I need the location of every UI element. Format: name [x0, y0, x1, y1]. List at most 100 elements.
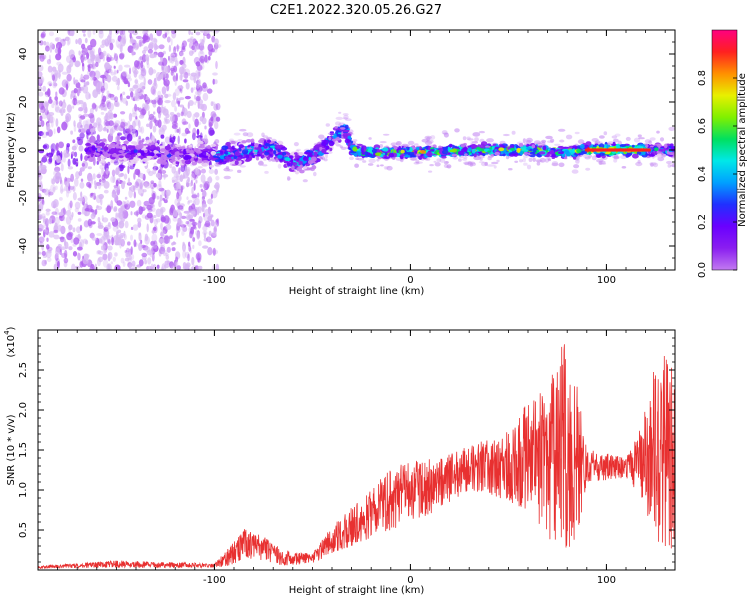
spectrogram-cell	[176, 98, 181, 104]
spectrogram-cell	[215, 103, 221, 111]
spectrogram-cell	[202, 245, 209, 249]
spectrogram-cell	[204, 208, 211, 217]
spectrogram-cell	[247, 145, 251, 148]
spectrogram-cell	[215, 60, 218, 70]
spectrogram-cell	[621, 166, 627, 169]
spectrogram-cell	[282, 151, 287, 156]
spectrogram-cell	[65, 113, 72, 122]
spectrogram-cell	[108, 238, 111, 245]
spectrogram-cell	[379, 141, 387, 144]
spectrogram-cell	[204, 54, 208, 63]
spectrogram-cell	[112, 175, 115, 183]
spectrogram-cell	[258, 148, 263, 153]
spectrogram-cell	[211, 35, 216, 43]
spectrogram-cell	[72, 139, 76, 144]
spectrogram-cell	[574, 131, 580, 135]
spectrogram-cell	[106, 56, 111, 63]
spectrogram-cell	[657, 150, 662, 154]
spectrogram-cell	[207, 247, 213, 256]
spectrogram-cell	[38, 251, 42, 255]
spectrogram-cell	[214, 139, 220, 144]
spectrogram-cell	[230, 140, 236, 145]
spectrogram-cell	[102, 127, 108, 132]
spectrogram-cell	[526, 164, 532, 170]
spectrogram-cell	[88, 157, 95, 162]
spectrogram-cell	[54, 69, 58, 77]
spectrogram-cell	[114, 53, 118, 62]
spectrogram-cell	[159, 194, 163, 202]
spectrogram-cell	[138, 135, 141, 140]
spectrogram-cell	[152, 192, 156, 200]
spectrogram-cell	[284, 157, 292, 162]
spectrogram-cell	[156, 106, 162, 114]
spectrogram-cell	[89, 107, 94, 115]
spectrogram-cell	[45, 45, 50, 52]
spectrogram-cell	[133, 211, 140, 216]
spectrogram-cell	[115, 167, 120, 176]
spectrogram-cell	[134, 95, 141, 102]
spectrogram-cell	[615, 143, 621, 149]
spectrogram-cell	[72, 185, 76, 192]
spectrogram-cell	[149, 214, 154, 224]
spectrogram-cell	[133, 70, 138, 78]
spectrogram-cell	[84, 208, 90, 212]
spectrogram-cell	[201, 163, 209, 167]
spectrogram-cell	[115, 140, 121, 145]
spectrogram-cell	[148, 113, 155, 121]
spectrogram-cell	[82, 238, 88, 244]
y-tick-label: 2.5	[18, 362, 29, 378]
spectrogram-cell	[186, 196, 189, 200]
spectrogram-cell	[61, 121, 68, 131]
spectrogram-cell	[311, 165, 317, 170]
spectrogram-cell	[131, 48, 135, 57]
spectrogram-cell	[42, 215, 46, 223]
spectrogram-cell	[215, 175, 220, 181]
spectrogram-cell	[99, 142, 106, 147]
spectrogram-cell	[102, 95, 107, 103]
spectrogram-cell	[441, 155, 447, 159]
spectrogram-cell	[164, 93, 169, 99]
spectrogram-cell	[207, 198, 213, 205]
spectrogram-cell	[335, 138, 341, 141]
spectrogram-cell	[147, 208, 153, 212]
spectrogram-cell	[107, 251, 113, 260]
spectrogram-cell	[536, 161, 541, 166]
spectrogram-cell	[344, 124, 349, 130]
spectrogram-cell	[83, 33, 86, 37]
spectrogram-cell	[202, 160, 209, 163]
spectrogram-cell	[294, 154, 300, 159]
spectrogram-cell	[110, 38, 116, 44]
spectrogram-cell	[141, 252, 148, 258]
spectrogram-cell	[143, 200, 150, 207]
spectrogram-cell	[67, 158, 71, 167]
spectrogram-cell	[111, 236, 114, 246]
spectrogram-cell	[109, 55, 112, 62]
spectrogram-cell	[192, 224, 196, 229]
spectrogram-cell	[53, 199, 59, 208]
spectrogram-cell	[522, 158, 526, 163]
spectrogram-cell	[355, 157, 359, 160]
spectrogram-cell	[155, 218, 161, 223]
spectrogram-cell	[264, 170, 269, 174]
spectrogram-cell	[51, 74, 56, 81]
spectrogram-cell	[90, 176, 93, 185]
spectrogram-cell	[182, 249, 187, 259]
spectrogram-cell	[79, 137, 84, 141]
spectrogram-cell	[124, 220, 129, 229]
spectrogram-cell	[535, 142, 542, 145]
spectrogram-cell	[364, 151, 369, 156]
spectrogram-cell	[80, 191, 83, 198]
spectrogram-cell	[360, 147, 364, 153]
spectrogram-cell	[117, 77, 120, 86]
spectrogram-cell	[119, 53, 125, 60]
spectrogram-cell	[398, 145, 401, 150]
spectrogram-cell	[519, 150, 524, 156]
spectrogram-cell	[434, 162, 441, 167]
spectrogram-cell	[169, 261, 174, 269]
spectrogram-cell	[188, 100, 194, 106]
spectrogram-cell	[92, 173, 96, 180]
spectrogram-cell	[160, 216, 167, 223]
spectrogram-cell	[134, 181, 139, 189]
spectrogram-cell	[57, 63, 64, 73]
spectrogram-cell	[123, 230, 126, 239]
